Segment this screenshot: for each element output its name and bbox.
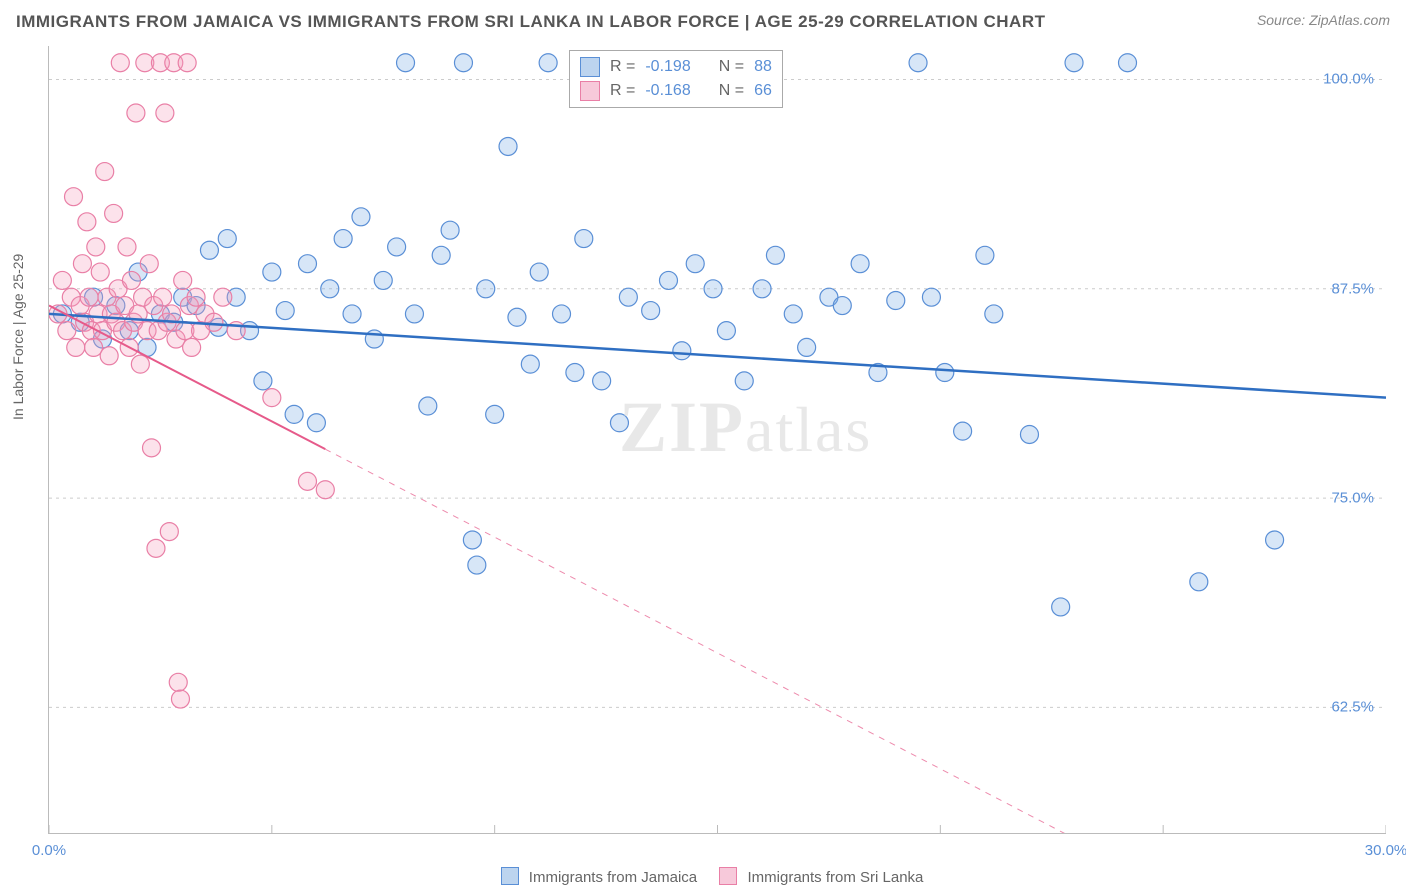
chart-plot-area: ZIPatlas R = -0.198 N = 88 R = -0.168 N …	[48, 46, 1386, 834]
corr-r-value-1: -0.198	[645, 58, 690, 76]
corr-n-value-2: 66	[754, 82, 772, 100]
y-axis-label: In Labor Force | Age 25-29	[10, 254, 26, 420]
corr-r-label-2: R =	[610, 82, 635, 100]
chart-title: IMMIGRANTS FROM JAMAICA VS IMMIGRANTS FR…	[16, 12, 1046, 31]
corr-n-value-1: 88	[754, 58, 772, 76]
source-attribution: Source: ZipAtlas.com	[1257, 12, 1390, 28]
corr-n-label-1: N =	[719, 58, 744, 76]
corr-r-value-2: -0.168	[645, 82, 690, 100]
legend-swatch-srilanka	[719, 867, 737, 885]
y-tick-label: 75.0%	[1331, 490, 1374, 507]
x-tick-label: 30.0%	[1365, 842, 1406, 859]
y-tick-label: 62.5%	[1331, 699, 1374, 716]
corr-legend-row-2: R = -0.168 N = 66	[580, 79, 772, 103]
scatter-chart-svg	[49, 46, 1386, 833]
corr-swatch-jamaica	[580, 57, 600, 77]
y-tick-label: 100.0%	[1323, 71, 1374, 88]
corr-legend-row-1: R = -0.198 N = 88	[580, 55, 772, 79]
legend-swatch-jamaica	[501, 867, 519, 885]
legend-label-srilanka: Immigrants from Sri Lanka	[748, 869, 924, 886]
legend-label-jamaica: Immigrants from Jamaica	[529, 869, 697, 886]
corr-swatch-srilanka	[580, 81, 600, 101]
correlation-legend: R = -0.198 N = 88 R = -0.168 N = 66	[569, 50, 783, 108]
x-tick-label: 0.0%	[32, 842, 66, 859]
series-legend: Immigrants from Jamaica Immigrants from …	[0, 867, 1406, 886]
y-tick-label: 87.5%	[1331, 280, 1374, 297]
corr-r-label-1: R =	[610, 58, 635, 76]
corr-n-label-2: N =	[719, 82, 744, 100]
